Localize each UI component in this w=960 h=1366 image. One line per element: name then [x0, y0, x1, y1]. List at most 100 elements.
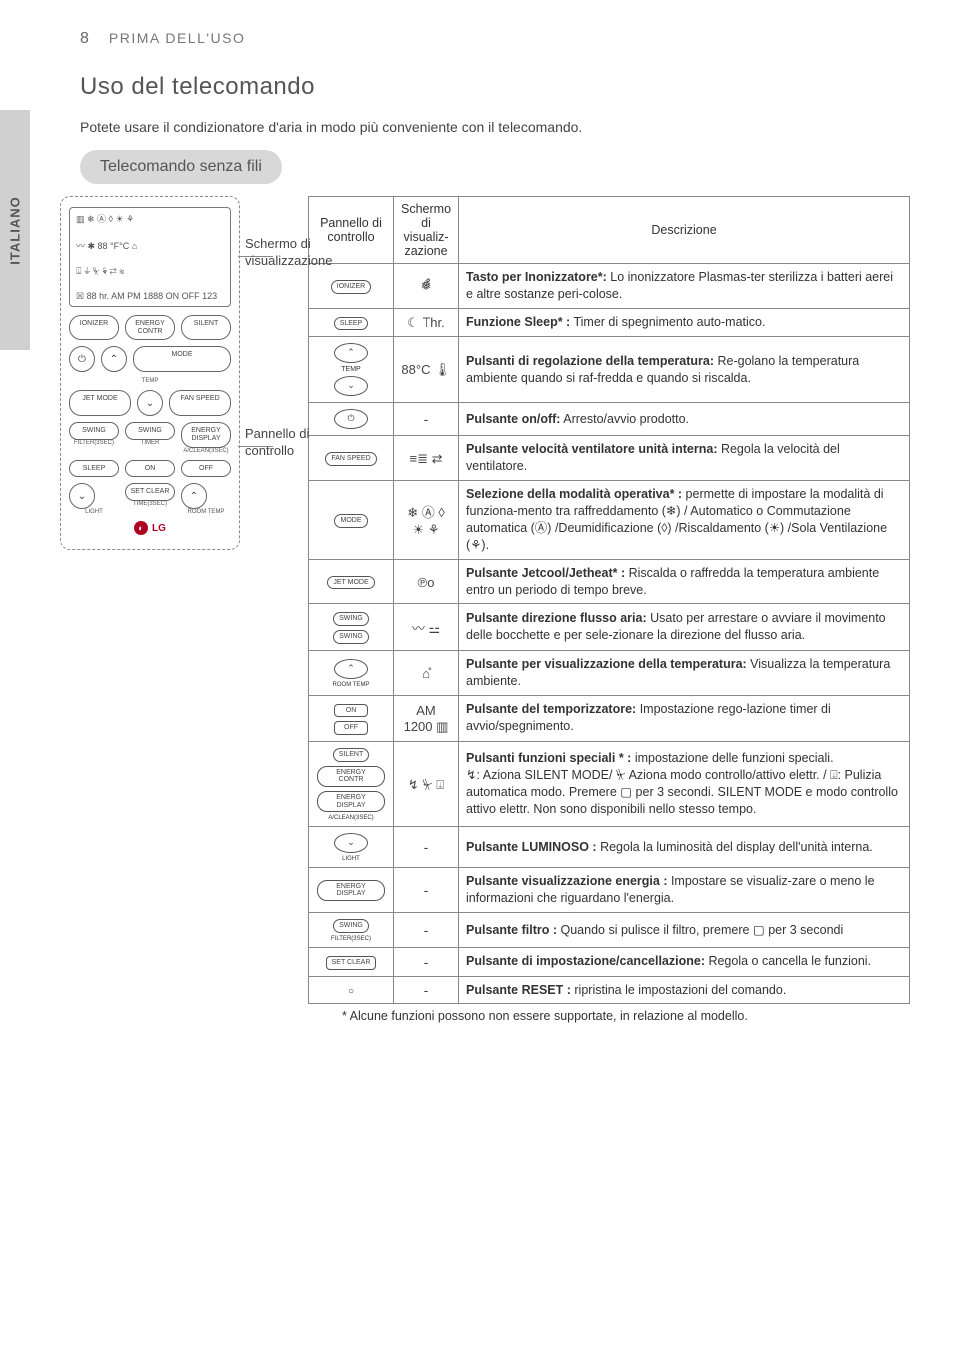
panel-cell: SET CLEAR — [309, 947, 394, 976]
intro-text: Potete usare il condizionatore d'aria in… — [80, 119, 910, 135]
panel-cell: IONIZER — [309, 264, 394, 309]
table-row: SLEEP☾ ⟙hr.Funzione Sleep* : Timer di sp… — [309, 308, 910, 337]
temp-label: TEMP — [69, 378, 231, 384]
panel-cell: ○ — [309, 976, 394, 1004]
panel-cell: SWINGFILTER(3SEC) — [309, 913, 394, 948]
btn-swing-h: SWING — [125, 422, 175, 440]
desc-cell: Pulsante direzione flusso aria: Usato pe… — [459, 604, 910, 650]
btn-jet-mode: JET MODE — [69, 390, 131, 416]
screen-cell: - — [394, 827, 459, 868]
table-row: FAN SPEED≡≣ ⇄Pulsante velocità ventilato… — [309, 436, 910, 481]
btn-energy-contr: ENERGY CONTR — [125, 315, 175, 340]
btn-power: ⏻ — [69, 346, 95, 372]
pointer-label-display: Schermo di visualizzazione — [245, 236, 335, 270]
remote-logo: ◐LG — [69, 521, 231, 535]
screen-cell: - — [394, 947, 459, 976]
desc-cell: Pulsante RESET : ripristina le impostazi… — [459, 976, 910, 1004]
desc-cell: Pulsante on/off: Arresto/avvio prodotto. — [459, 403, 910, 436]
panel-cell: JET MODE — [309, 559, 394, 604]
screen-cell: ↯ ⏧ ⍗ — [394, 741, 459, 826]
table-row: ⌃TEMP⌄88°C 🌡Pulsanti di regolazione dell… — [309, 337, 910, 403]
desc-cell: Pulsanti funzioni speciali * : impostazi… — [459, 741, 910, 826]
section-label: PRIMA DELL'USO — [109, 30, 246, 46]
page-number: 8 — [80, 30, 89, 48]
table-row: ○-Pulsante RESET : ripristina le imposta… — [309, 976, 910, 1004]
desc-cell: Pulsante di impostazione/cancellazione: … — [459, 947, 910, 976]
screen-cell: ⌂̊ — [394, 650, 459, 695]
table-row: JET MODE℗oPulsante Jetcool/Jetheat* : Ri… — [309, 559, 910, 604]
btn-fan-speed: FAN SPEED — [169, 390, 231, 416]
table-row: ⏻-Pulsante on/off: Arresto/avvio prodott… — [309, 403, 910, 436]
screen-cell: ☾ ⟙hr. — [394, 308, 459, 337]
th-desc: Descrizione — [459, 197, 910, 264]
screen-cell: - — [394, 403, 459, 436]
subsection-pill: Telecomando senza fili — [80, 150, 282, 184]
table-row: ⌄LIGHT-Pulsante LUMINOSO : Regola la lum… — [309, 827, 910, 868]
desc-cell: Funzione Sleep* : Timer di spegnimento a… — [459, 308, 910, 337]
table-row: IONIZER❅̊Tasto per Inonizzatore*: Lo ino… — [309, 264, 910, 309]
btn-off: OFF — [181, 460, 231, 478]
panel-cell: ENERGY DISPLAY — [309, 868, 394, 913]
desc-cell: Tasto per Inonizzatore*: Lo inonizzatore… — [459, 264, 910, 309]
btn-silent: SILENT — [181, 315, 231, 340]
table-row: ON OFFAM 1200 ▥Pulsante del temporizzato… — [309, 695, 910, 741]
screen-cell: 〰 ⚍ — [394, 604, 459, 650]
btn-ionizer: IONIZER — [69, 315, 119, 340]
panel-cell: SILENTENERGY CONTRENERGY DISPLAYA/CLEAN(… — [309, 741, 394, 826]
btn-mode: MODE — [133, 346, 231, 372]
screen-cell: ❅̊ — [394, 264, 459, 309]
panel-cell: SWING SWING — [309, 604, 394, 650]
desc-cell: Pulsante LUMINOSO : Regola la luminosità… — [459, 827, 910, 868]
table-row: SWING SWING〰 ⚍Pulsante direzione flusso … — [309, 604, 910, 650]
page-title: Uso del telecomando — [80, 73, 910, 101]
desc-cell: Pulsante visualizzazione energia : Impos… — [459, 868, 910, 913]
btn-down: ⌄ — [137, 390, 163, 416]
th-screen: Schermo di visualiz-zazione — [394, 197, 459, 264]
remote-column: ▥ ❄ Ⓐ ◊ ☀ ⚘ 〰 ✱ 88 °F°C ⌂ ⍗ ⏚ ⏧ ⚘ ⇄ ≋ ☒ … — [60, 196, 290, 1004]
sidebar-tab: ITALIANO — [0, 110, 30, 350]
panel-cell: ⌃TEMP⌄ — [309, 337, 394, 403]
btn-energy-display: ENERGY DISPLAY — [181, 422, 231, 447]
screen-cell: AM 1200 ▥ — [394, 695, 459, 741]
remote-display: ▥ ❄ Ⓐ ◊ ☀ ⚘ 〰 ✱ 88 °F°C ⌂ ⍗ ⏚ ⏧ ⚘ ⇄ ≋ ☒ … — [69, 207, 231, 307]
table-row: MODE❄ Ⓐ ◊ ☀ ⚘Selezione della modalità op… — [309, 481, 910, 560]
table-row: ENERGY DISPLAY-Pulsante visualizzazione … — [309, 868, 910, 913]
description-table-col: Pannello di controllo Schermo di visuali… — [308, 196, 910, 1004]
panel-cell: SLEEP — [309, 308, 394, 337]
btn-set-clear: SET CLEAR — [125, 483, 175, 501]
btn-up: ⌃ — [101, 346, 127, 372]
description-table: Pannello di controllo Schermo di visuali… — [308, 196, 910, 1004]
btn-swing-v: SWING — [69, 422, 119, 440]
screen-cell: ≡≣ ⇄ — [394, 436, 459, 481]
screen-cell: - — [394, 913, 459, 948]
page-header: 8 PRIMA DELL'USO — [0, 30, 910, 48]
disp-row-2: ⍗ ⏚ ⏧ ⚘ ⇄ ≋ — [76, 266, 224, 277]
disp-row-3: ☒ 88 hr. AM PM 1888 ON OFF 123 — [76, 291, 224, 302]
desc-cell: Pulsante filtro : Quando si pulisce il f… — [459, 913, 910, 948]
screen-cell: ℗o — [394, 559, 459, 604]
desc-cell: Pulsante Jetcool/Jetheat* : Riscalda o r… — [459, 559, 910, 604]
table-row: ⌃ROOM TEMP⌂̊Pulsante per visualizzazione… — [309, 650, 910, 695]
lg-logo-icon: ◐ — [134, 521, 148, 535]
table-row: SILENTENERGY CONTRENERGY DISPLAYA/CLEAN(… — [309, 741, 910, 826]
btn-sleep: SLEEP — [69, 460, 119, 478]
pointer-label-panel: Pannello di controllo — [245, 426, 335, 460]
disp-row-icons: ▥ ❄ Ⓐ ◊ ☀ ⚘ — [76, 212, 224, 225]
disp-row-1: 〰 ✱ 88 °F°C ⌂ — [76, 239, 224, 252]
desc-cell: Pulsante del temporizzatore: Impostazion… — [459, 695, 910, 741]
desc-cell: Selezione della modalità operativa* : pe… — [459, 481, 910, 560]
panel-cell: MODE — [309, 481, 394, 560]
screen-cell: - — [394, 976, 459, 1004]
table-row: SET CLEAR-Pulsante di impostazione/cance… — [309, 947, 910, 976]
desc-cell: Pulsante per visualizzazione della tempe… — [459, 650, 910, 695]
remote-diagram: ▥ ❄ Ⓐ ◊ ☀ ⚘ 〰 ✱ 88 °F°C ⌂ ⍗ ⏚ ⏧ ⚘ ⇄ ≋ ☒ … — [60, 196, 240, 550]
btn-room-up: ⌃ — [181, 483, 207, 509]
table-row: SWINGFILTER(3SEC)-Pulsante filtro : Quan… — [309, 913, 910, 948]
btn-on: ON — [125, 460, 175, 478]
panel-cell: ⌄LIGHT — [309, 827, 394, 868]
sidebar-label: ITALIANO — [8, 196, 23, 264]
screen-cell: - — [394, 868, 459, 913]
screen-cell: 88°C 🌡 — [394, 337, 459, 403]
footnote: * Alcune funzioni possono non essere sup… — [0, 1009, 910, 1023]
desc-cell: Pulsante velocità ventilatore unità inte… — [459, 436, 910, 481]
